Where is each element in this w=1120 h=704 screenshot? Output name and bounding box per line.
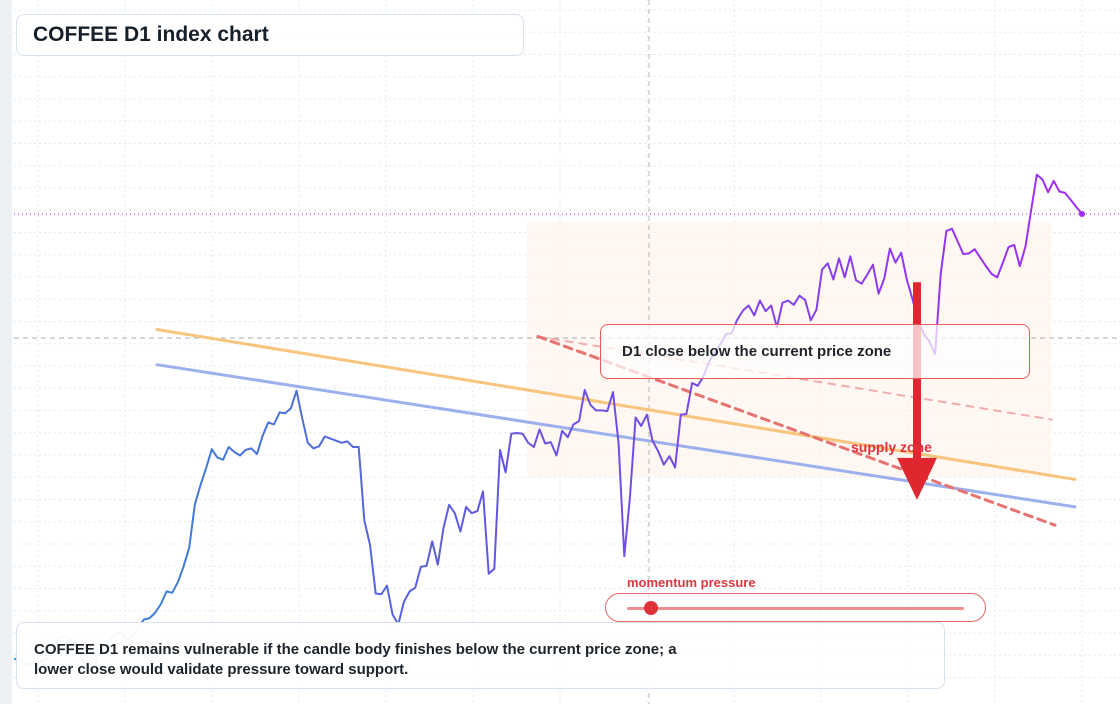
- momentum-knob: [643, 601, 658, 615]
- price-line: [14, 173, 1083, 669]
- title-panel: COFFEE D1 index chart: [16, 14, 524, 56]
- note-panel: COFFEE D1 remains vulnerable if the cand…: [16, 622, 945, 689]
- momentum-track: [627, 607, 964, 610]
- arrow-head: [897, 457, 937, 500]
- momentum-label: momentum pressure: [627, 575, 756, 590]
- last-price-point: [1079, 211, 1085, 218]
- callout-panel: D1 close below the current price zone: [600, 324, 1030, 379]
- momentum-gauge: [605, 593, 986, 622]
- note-text: COFFEE D1 remains vulnerable if the cand…: [34, 641, 677, 678]
- left-axis-strip: [0, 0, 12, 704]
- chart-title: COFFEE D1 index chart: [33, 23, 269, 46]
- trendline-orange: [155, 327, 1077, 481]
- callout-text: D1 close below the current price zone: [622, 343, 892, 360]
- supply-zone-label: supply zone: [851, 439, 932, 455]
